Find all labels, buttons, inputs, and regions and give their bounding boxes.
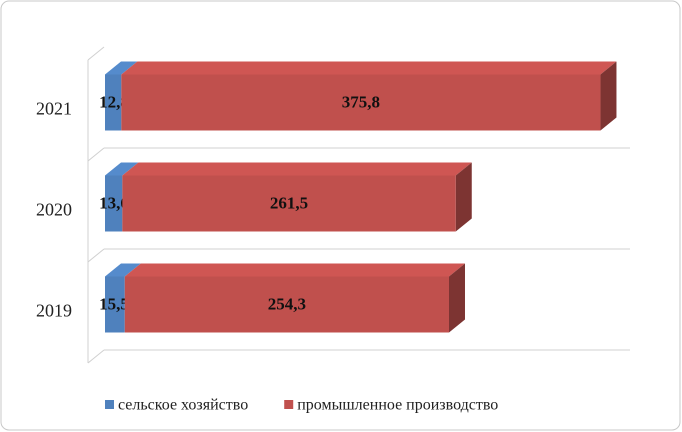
bar-top: [105, 61, 138, 75]
legend-swatch: [284, 400, 294, 409]
data-label: 261,5: [270, 193, 308, 212]
legend-label: сельское хозяйство: [118, 397, 248, 414]
bar: [124, 276, 449, 333]
bar: [105, 276, 125, 333]
bar-top: [121, 61, 617, 75]
bar-side: [455, 162, 472, 232]
data-label: 375,8: [342, 92, 380, 111]
bar-top: [124, 263, 465, 277]
bar-side: [600, 61, 617, 131]
wall-line: [87, 46, 105, 61]
legend-label: промышленное производство: [297, 397, 498, 414]
bar: [105, 175, 123, 232]
wall-line: [87, 349, 105, 364]
bar-side: [448, 263, 465, 333]
bar: [122, 175, 456, 232]
legend-swatch: [105, 400, 114, 409]
bar-top: [105, 162, 139, 176]
wall-line: [87, 248, 105, 263]
bar-top: [122, 162, 472, 176]
data-label: 13,6: [99, 193, 129, 212]
data-label: 15,5: [99, 294, 129, 313]
y-tick-label: 2021: [36, 99, 72, 119]
bar: [121, 74, 601, 131]
wall-line: [87, 147, 105, 162]
y-tick-label: 2020: [36, 200, 72, 220]
y-tick-label: 2019: [36, 301, 72, 321]
data-label: 254,3: [268, 294, 306, 313]
bar: [105, 74, 122, 131]
bar-top: [105, 263, 141, 277]
